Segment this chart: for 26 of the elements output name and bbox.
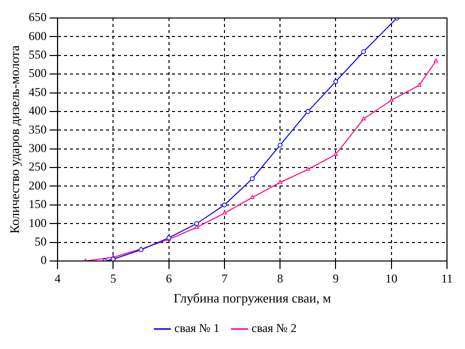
y-tick-label: 400 <box>28 104 47 118</box>
y-axis-title: Количество ударов дизель-молота <box>7 45 22 234</box>
x-tick-label: 6 <box>166 271 172 286</box>
y-tick-label: 0 <box>40 253 47 268</box>
x-tick-label: 8 <box>277 271 284 286</box>
y-tick-label: 50 <box>34 234 47 248</box>
y-tick-label: 350 <box>28 122 47 136</box>
x-tick-label: 10 <box>385 271 398 286</box>
y-tick-label: 150 <box>28 197 47 212</box>
x-tick-label: 4 <box>54 271 61 286</box>
x-tick-label: 11 <box>441 271 453 286</box>
y-tick-label: 300 <box>28 141 47 155</box>
legend-label: свая № 1 <box>174 321 220 336</box>
y-tick-label: 650 <box>28 10 47 24</box>
y-tick-label: 250 <box>28 160 47 174</box>
x-tick-label: 5 <box>110 271 116 286</box>
y-tick-label: 100 <box>28 216 47 230</box>
y-tick-label: 500 <box>28 66 47 80</box>
y-tick-label: 450 <box>28 84 47 99</box>
x-axis-title: Глубина погружения сваи, м <box>174 290 331 306</box>
y-tick-label: 550 <box>28 48 47 62</box>
y-tick-label: 200 <box>28 178 47 192</box>
x-tick-label: 9 <box>332 271 339 286</box>
x-tick-label: 7 <box>221 271 228 286</box>
y-tick-label: 600 <box>28 28 47 43</box>
legend-label: свая № 2 <box>252 321 297 336</box>
